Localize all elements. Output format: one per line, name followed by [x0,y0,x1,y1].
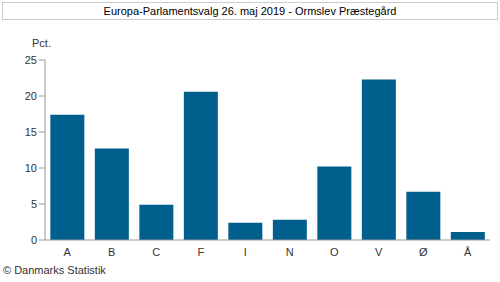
svg-text:C: C [152,246,160,258]
html-text:© Danmarks Statistik: © Danmarks Statistik [3,264,106,276]
svg-text:20: 20 [25,90,37,102]
svg-text:B: B [108,246,115,258]
svg-text:F: F [197,246,204,258]
html-text:Europa-Parlamentsvalg 26. maj: Europa-Parlamentsvalg 26. maj 2019 - Orm… [103,5,397,17]
svg-text:A: A [64,246,72,258]
html-text:Pct.: Pct. [32,37,51,49]
svg-text:V: V [375,246,383,258]
svg-text:N: N [286,246,294,258]
svg-text:0: 0 [31,234,37,246]
svg-text:Ø: Ø [419,246,428,258]
svg-text:10: 10 [25,162,37,174]
svg-text:O: O [330,246,339,258]
svg-text:I: I [244,246,247,258]
svg-text:15: 15 [25,126,37,138]
svg-text:Å: Å [464,246,472,258]
svg-text:5: 5 [31,198,37,210]
svg-text:25: 25 [25,54,37,66]
